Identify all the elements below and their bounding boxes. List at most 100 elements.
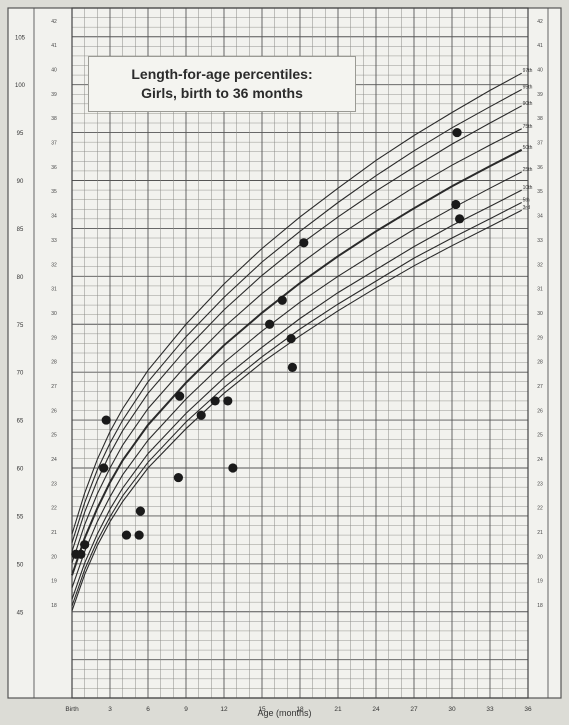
data-point	[286, 334, 296, 344]
percentile-label: 97th	[523, 68, 533, 74]
y-tick-label-in: 20	[51, 554, 57, 560]
y-tick-label-in: 25	[51, 433, 57, 439]
x-tick-label: 9	[184, 706, 188, 713]
y-tick-label-in-right: 19	[537, 579, 543, 585]
x-tick-label: 21	[334, 706, 342, 713]
y-tick-label-in-right: 21	[537, 530, 543, 536]
data-point	[121, 530, 132, 540]
x-tick-label: 24	[372, 706, 380, 713]
axes: 45 50 55 60 65 70 75 80 85 90 95 100 105 18 18 19 19 20 20…	[15, 19, 543, 713]
data-point	[452, 127, 462, 138]
x-tick-label: 27	[410, 706, 418, 713]
percentile-label: 5th	[523, 198, 530, 204]
percentile-curve	[71, 128, 522, 564]
y-tick-label-in-right: 28	[537, 360, 543, 366]
y-tick-label-in: 34	[51, 214, 57, 220]
y-tick-label-cm: 100	[15, 83, 26, 89]
x-tick-label: 6	[146, 706, 150, 713]
data-point	[196, 410, 206, 420]
y-tick-label-in-right: 42	[537, 19, 543, 25]
y-tick-label-cm: 70	[17, 371, 24, 377]
y-tick-label-in: 37	[51, 141, 57, 147]
data-point	[175, 391, 185, 401]
y-tick-label-in-right: 40	[537, 68, 543, 74]
y-tick-label-in-right: 25	[537, 433, 543, 439]
data-points	[71, 127, 465, 559]
data-point	[287, 362, 297, 372]
x-tick-label: 15	[258, 706, 266, 713]
data-point	[80, 540, 90, 550]
data-point	[135, 506, 145, 516]
percentile-curve	[71, 202, 522, 607]
y-tick-label-in-right: 29	[537, 335, 543, 341]
y-tick-label-cm: 45	[17, 610, 24, 616]
y-tick-label-in-right: 31	[537, 287, 543, 293]
y-tick-label-in: 39	[51, 92, 57, 98]
y-tick-label-cm: 105	[15, 35, 26, 41]
y-tick-label-in-right: 37	[537, 141, 543, 147]
y-tick-label-cm: 85	[17, 227, 24, 233]
percentile-label: 90th	[523, 101, 533, 107]
y-tick-label-in-right: 35	[537, 189, 543, 195]
y-tick-label-cm: 65	[17, 419, 24, 425]
y-tick-label-in: 36	[51, 165, 57, 171]
y-tick-label-in-right: 27	[537, 384, 543, 390]
percentile-curve	[71, 148, 523, 576]
data-point	[101, 415, 111, 425]
y-tick-label-in-right: 41	[537, 43, 543, 49]
data-point	[265, 319, 275, 329]
y-tick-label-in: 32	[51, 262, 57, 268]
data-point	[99, 463, 109, 473]
x-tick-label: Birth	[65, 706, 79, 713]
percentile-label: 25th	[523, 167, 533, 173]
percentile-label: 75th	[523, 124, 533, 130]
y-tick-label-in: 30	[51, 311, 57, 317]
y-tick-label-in-right: 18	[537, 603, 543, 609]
y-tick-label-in-right: 22	[537, 506, 543, 512]
percentile-label: 10th	[523, 185, 533, 191]
y-tick-label-in: 40	[51, 68, 57, 74]
data-point	[76, 549, 86, 559]
x-tick-label: 18	[296, 706, 304, 713]
y-tick-label-cm: 55	[17, 514, 24, 520]
y-tick-label-in: 18	[51, 603, 57, 609]
y-tick-label-in: 26	[51, 408, 57, 414]
data-point	[277, 295, 287, 305]
y-tick-label-in: 24	[51, 457, 57, 463]
grid	[33, 7, 549, 699]
y-tick-label-in-right: 30	[537, 311, 543, 317]
data-point	[228, 463, 238, 473]
y-tick-label-in-right: 34	[537, 214, 543, 220]
y-tick-label-in: 21	[51, 530, 57, 536]
y-tick-label-in: 23	[51, 481, 57, 487]
x-axis-label: Age (months)	[257, 708, 312, 718]
x-tick-label: 33	[486, 706, 494, 713]
x-tick-label: 3	[108, 706, 112, 713]
data-point	[455, 214, 465, 224]
data-point	[299, 238, 309, 248]
y-tick-label-in-right: 32	[537, 262, 543, 268]
percentile-curve	[71, 89, 522, 543]
percentile-curve	[71, 209, 522, 611]
plot-frame	[71, 7, 529, 699]
x-tick-label: 36	[524, 706, 532, 713]
percentile-label: 95th	[523, 84, 533, 90]
data-point	[134, 530, 144, 540]
data-point	[223, 396, 233, 406]
y-tick-label-in-right: 38	[537, 116, 543, 122]
y-tick-label-in: 28	[51, 360, 57, 366]
y-tick-label-in: 31	[51, 287, 57, 293]
y-tick-label-in: 27	[51, 384, 57, 390]
percentile-label: 3rd	[523, 205, 530, 211]
y-tick-label-in-right: 20	[537, 554, 543, 560]
y-tick-label-in: 35	[51, 189, 57, 195]
y-tick-label-in-right: 36	[537, 165, 543, 171]
y-tick-label-in: 42	[51, 19, 57, 25]
x-tick-label: 30	[448, 706, 456, 713]
percentile-label: 50th	[523, 145, 533, 151]
y-tick-label-cm: 50	[17, 562, 24, 568]
chart-title-box: Length-for-age percentiles: Girls, birth…	[88, 56, 356, 112]
percentile-curve	[71, 72, 522, 535]
